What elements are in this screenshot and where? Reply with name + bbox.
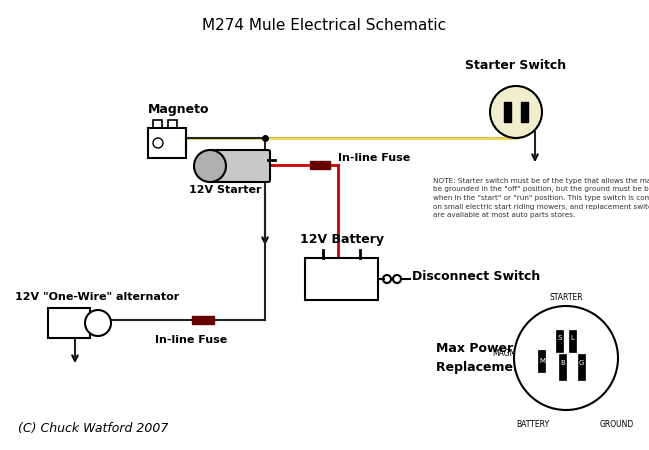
Bar bbox=[578, 354, 585, 380]
Text: NOTE: Starter switch must be of the type that allows the magneto to
be grounded : NOTE: Starter switch must be of the type… bbox=[433, 178, 649, 218]
Bar bbox=[504, 102, 511, 122]
Bar bbox=[168, 120, 177, 128]
Text: M: M bbox=[539, 358, 545, 364]
Bar bbox=[559, 354, 566, 380]
Text: Replacement Switch: Replacement Switch bbox=[436, 361, 579, 374]
Text: M274 Mule Electrical Schematic: M274 Mule Electrical Schematic bbox=[202, 18, 446, 33]
Circle shape bbox=[514, 306, 618, 410]
Text: In-line Fuse: In-line Fuse bbox=[155, 335, 227, 345]
Text: G: G bbox=[578, 360, 583, 366]
Text: 12V Starter: 12V Starter bbox=[189, 185, 262, 195]
Circle shape bbox=[194, 150, 226, 182]
Text: 12V "One-Wire" alternator: 12V "One-Wire" alternator bbox=[15, 292, 179, 302]
FancyBboxPatch shape bbox=[208, 150, 270, 182]
Bar bbox=[556, 330, 563, 352]
Bar bbox=[305, 258, 378, 300]
Text: STARTER: STARTER bbox=[549, 293, 583, 302]
Bar bbox=[148, 128, 186, 158]
Text: MAGNETO: MAGNETO bbox=[492, 348, 531, 357]
Text: Starter Switch: Starter Switch bbox=[465, 59, 567, 72]
Text: 12V Battery: 12V Battery bbox=[300, 233, 384, 246]
Bar bbox=[192, 316, 214, 324]
Text: S: S bbox=[557, 335, 562, 341]
Text: +: + bbox=[313, 268, 324, 281]
Text: In-line Fuse: In-line Fuse bbox=[338, 153, 410, 163]
Text: −: − bbox=[355, 290, 369, 308]
Circle shape bbox=[85, 310, 111, 336]
Bar bbox=[153, 120, 162, 128]
Text: B: B bbox=[561, 360, 565, 366]
Text: GROUND: GROUND bbox=[600, 420, 634, 429]
Bar bbox=[538, 350, 545, 372]
Text: L: L bbox=[570, 335, 574, 341]
Text: BATTERY: BATTERY bbox=[516, 420, 549, 429]
Bar bbox=[48, 308, 90, 338]
Bar bbox=[521, 102, 528, 122]
Text: Magneto: Magneto bbox=[148, 103, 210, 116]
Bar bbox=[310, 161, 330, 169]
Text: (C) Chuck Watford 2007: (C) Chuck Watford 2007 bbox=[18, 422, 168, 435]
Text: Disconnect Switch: Disconnect Switch bbox=[412, 270, 540, 284]
Text: Max Power #4012: Max Power #4012 bbox=[436, 342, 563, 355]
Bar bbox=[569, 330, 576, 352]
Circle shape bbox=[490, 86, 542, 138]
